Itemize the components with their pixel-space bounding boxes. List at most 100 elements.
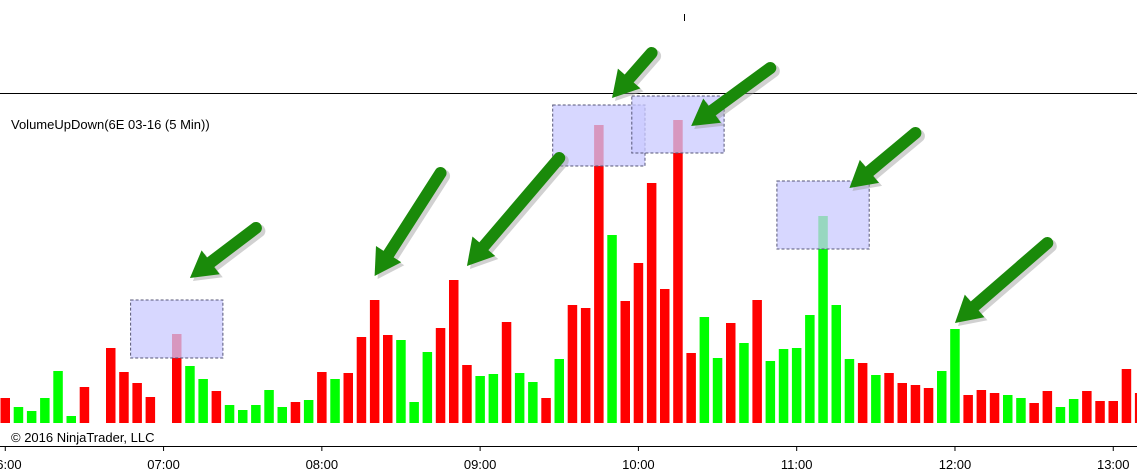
volume-bar-up	[422, 352, 433, 423]
volume-bar-down	[633, 263, 644, 423]
volume-bar-down	[1095, 401, 1105, 423]
arrow-annotation	[612, 47, 662, 101]
volume-bar-down	[1082, 391, 1092, 423]
volume-bar-up	[251, 405, 261, 423]
volume-bar-up	[488, 374, 499, 423]
volume-bar-up	[871, 375, 881, 423]
volume-bar-up	[765, 361, 776, 423]
volume-bar-up	[950, 329, 960, 423]
volume-bar-down	[646, 183, 657, 423]
volume-bar-down	[884, 373, 894, 423]
volume-bar-up	[277, 407, 287, 423]
volume-bar-down	[132, 383, 142, 423]
volume-bars	[0, 120, 1137, 423]
x-tick-label: 11:00	[781, 457, 813, 472]
volume-bar-down	[343, 373, 353, 423]
highlight-box	[552, 104, 646, 167]
volume-bar-up	[607, 235, 617, 423]
highlight-box	[631, 95, 725, 154]
volume-bar-up	[1068, 399, 1079, 423]
volume-bar-up	[778, 349, 789, 423]
volume-bar-down	[923, 388, 934, 423]
x-tick-label: 12:00	[939, 457, 972, 472]
volume-bar-up	[224, 405, 235, 423]
arrow-annotation	[189, 222, 266, 281]
volume-bar-down	[449, 280, 459, 423]
annotation-arrows	[130, 47, 1057, 359]
volume-bar-down	[897, 383, 907, 423]
arrow-annotation	[849, 127, 925, 191]
arrow-annotation	[691, 62, 780, 129]
volume-bar-down	[726, 323, 736, 423]
volume-bar-up	[699, 317, 710, 423]
indicator-label: VolumeUpDown(6E 03-16 (5 Min))	[11, 117, 210, 132]
highlight-box	[130, 299, 224, 359]
volume-bar-down	[106, 348, 116, 423]
volume-bar-up	[514, 373, 525, 423]
x-tick-label: 06:00	[0, 457, 22, 472]
volume-bar-down	[673, 120, 683, 423]
volume-bar-up	[528, 382, 538, 423]
volume-bar-up	[264, 390, 274, 423]
volume-bar-up	[40, 398, 50, 423]
volume-bar-down	[1029, 403, 1039, 423]
volume-bar-down	[290, 402, 301, 423]
arrow-annotation	[954, 237, 1057, 326]
volume-bar-down	[501, 322, 512, 423]
volume-bar-up	[66, 416, 76, 423]
volume-bar-down	[541, 398, 551, 423]
volume-bar-down	[910, 385, 921, 423]
volume-bar-down	[0, 398, 10, 423]
volume-bar-up	[475, 376, 485, 423]
volume-bar-down	[211, 391, 222, 423]
x-tick-label: 13:00	[1097, 457, 1130, 472]
x-tick-label: 10:00	[622, 457, 655, 472]
volume-bar-down	[317, 372, 327, 423]
volume-bar-down	[989, 393, 1000, 423]
volume-bar-down	[1121, 369, 1132, 423]
volume-bar-up	[791, 348, 802, 423]
x-tick-label: 08:00	[306, 457, 339, 472]
volume-bar-up	[303, 400, 314, 423]
volume-bar-up	[554, 359, 564, 423]
volume-bar-up	[739, 343, 749, 423]
volume-bar-up	[185, 366, 195, 423]
volume-bar-up	[712, 358, 723, 423]
volume-bar-down	[79, 387, 90, 423]
volume-bar-down	[172, 334, 182, 423]
volume-bar-up	[238, 410, 248, 423]
volume-bar-down	[594, 125, 604, 423]
volume-bar-down	[567, 305, 578, 423]
volume-bar-up	[198, 379, 208, 423]
volume-bar-down	[1108, 401, 1118, 423]
x-axis-ticks: 06:00 07:00 08:00 09:00 10:00 11:00 12:00 13:00	[0, 446, 1130, 472]
arrow-annotation	[466, 152, 569, 269]
volume-bar-down	[963, 395, 973, 423]
volume-bar-down	[1042, 391, 1053, 423]
volume-bar-up	[1003, 395, 1013, 423]
volume-bar-down	[369, 300, 380, 423]
volume-bar-down	[686, 353, 696, 423]
volume-bar-up	[818, 216, 828, 423]
volume-bar-up	[831, 305, 841, 423]
volume-bar-up	[53, 371, 63, 423]
x-tick-label: 09:00	[464, 457, 497, 472]
volume-bar-down	[1134, 393, 1137, 423]
volume-bar-down	[383, 335, 393, 423]
volume-bar-down	[857, 363, 868, 423]
volume-bar-down	[435, 328, 446, 423]
volume-bar-down	[356, 337, 367, 423]
volume-bar-up	[13, 407, 24, 423]
volume-bar-up	[805, 315, 815, 423]
volume-bar-up	[1016, 398, 1026, 423]
volume-bar-up	[409, 402, 419, 423]
arrow-annotation	[374, 167, 451, 279]
volume-bar-down	[752, 300, 762, 423]
volume-bar-down	[580, 308, 591, 423]
volume-bar-down	[976, 390, 987, 423]
volume-bar-down	[462, 365, 472, 423]
x-tick-label: 07:00	[147, 457, 180, 472]
volume-bar-up	[1055, 407, 1066, 423]
volume-bar-down	[620, 301, 630, 423]
